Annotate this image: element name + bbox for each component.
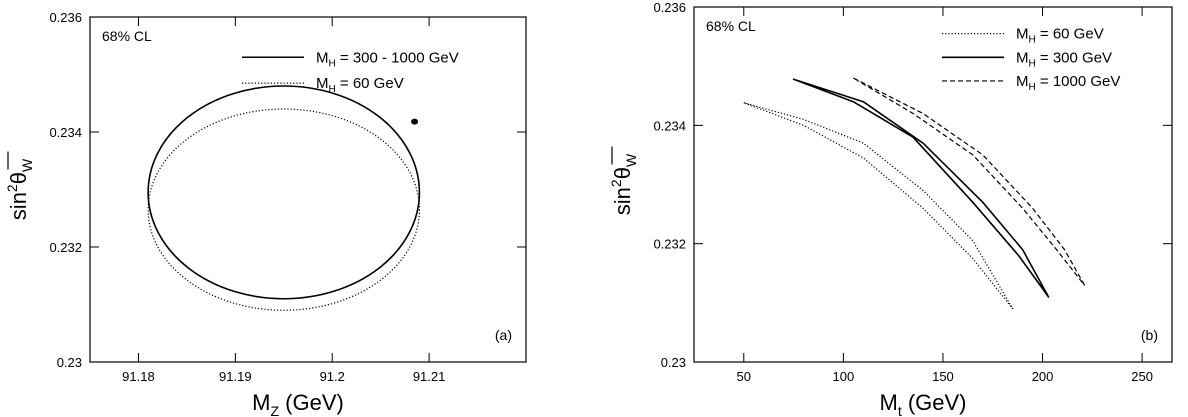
y-label-pre: sin bbox=[610, 187, 635, 215]
contour-series-0 bbox=[743, 102, 1014, 310]
y-label-pre: sin bbox=[6, 192, 31, 220]
legend-label-sub: H bbox=[329, 84, 336, 95]
data-point bbox=[411, 118, 419, 125]
x-tick-label: 50 bbox=[737, 369, 751, 384]
legend-label-sub: H bbox=[1029, 58, 1036, 69]
contour-series-2 bbox=[852, 77, 1085, 286]
x-tick-label: 150 bbox=[932, 369, 954, 384]
x-tick-label: 100 bbox=[833, 369, 855, 384]
x-label-main: M bbox=[252, 390, 270, 415]
y-label-sub: W bbox=[623, 153, 639, 167]
y-label-theta: θ bbox=[610, 167, 635, 179]
legend-label-0: MH = 300 - 1000 GeV bbox=[316, 49, 459, 69]
legend-label-rest: = 300 - 1000 GeV bbox=[336, 49, 459, 66]
plot-frame bbox=[89, 16, 527, 363]
legend-label-1: MH = 300 GeV bbox=[1016, 49, 1112, 69]
y-tick-label: 0.234 bbox=[49, 125, 82, 140]
x-axis-label: MZ (GeV) bbox=[252, 390, 344, 417]
y-tick-label: 0.234 bbox=[653, 118, 686, 133]
x-label-sub: t bbox=[898, 403, 902, 417]
chart-panel-b: 50 100 150 200 250 0.23 0.232 0.234 0.236 Mt (GeV… bbox=[608, 0, 1173, 417]
confidence-level-label: 68% CL bbox=[102, 28, 152, 44]
y-tick-label: 0.23 bbox=[57, 355, 82, 370]
x-label-sub: Z bbox=[270, 403, 279, 417]
y-axis-label: sin2θW bbox=[4, 158, 35, 220]
legend-label-sub: H bbox=[1029, 82, 1036, 93]
x-tick-label: 200 bbox=[1032, 369, 1054, 384]
legend-label-main: M bbox=[1016, 73, 1029, 90]
x-tick-label: 250 bbox=[1131, 369, 1153, 384]
panel-label: (b) bbox=[1141, 327, 1158, 343]
legend-label-main: M bbox=[316, 49, 329, 66]
y-tick-label: 0.232 bbox=[49, 240, 82, 255]
x-label-unit: (GeV) bbox=[902, 390, 967, 415]
legend-label-main: M bbox=[1016, 26, 1029, 43]
x-label-unit: (GeV) bbox=[279, 390, 344, 415]
x-axis-label: Mt (GeV) bbox=[879, 390, 966, 417]
y-label-theta: θ bbox=[6, 172, 31, 184]
legend-label-1: MH = 60 GeV bbox=[316, 75, 404, 95]
y-tick-label: 0.236 bbox=[49, 10, 82, 25]
legend-label-rest: = 300 GeV bbox=[1036, 49, 1112, 66]
x-tick-label: 91.21 bbox=[413, 369, 446, 384]
y-tick-label: 0.23 bbox=[661, 355, 686, 370]
legend-label-sub: H bbox=[1029, 35, 1036, 46]
plot-frame bbox=[693, 6, 1173, 363]
x-tick-label: 91.18 bbox=[122, 369, 155, 384]
x-label-main: M bbox=[879, 390, 897, 415]
panel-label: (a) bbox=[495, 327, 512, 343]
y-tick-label: 0.236 bbox=[653, 0, 686, 15]
contour-series-0 bbox=[147, 85, 421, 300]
legend-label-0: MH = 60 GeV bbox=[1016, 26, 1104, 46]
legend-label-main: M bbox=[1016, 49, 1029, 66]
y-label-sup: 2 bbox=[608, 179, 624, 187]
legend-label-rest: = 60 GeV bbox=[1036, 26, 1104, 43]
contour-series-1 bbox=[147, 108, 421, 311]
y-label-sub: W bbox=[19, 158, 35, 172]
legend-label-sub: H bbox=[329, 58, 336, 69]
legend-label-main: M bbox=[316, 75, 329, 92]
legend-label-2: MH = 1000 GeV bbox=[1016, 73, 1120, 93]
contour-series-1 bbox=[792, 78, 1050, 298]
y-axis-label: sin2θW bbox=[608, 153, 639, 215]
x-tick-label: 91.2 bbox=[320, 369, 345, 384]
chart-panel-a: 91.18 91.19 91.2 91.210.230.2320.2340.236MZ… bbox=[4, 10, 527, 417]
x-tick-label: 91.19 bbox=[219, 369, 252, 384]
confidence-level-label: 68% CL bbox=[706, 18, 756, 34]
legend-label-rest: = 1000 GeV bbox=[1036, 73, 1121, 90]
y-tick-label: 0.232 bbox=[653, 237, 686, 252]
y-label-sup: 2 bbox=[4, 184, 20, 192]
legend-label-rest: = 60 GeV bbox=[336, 75, 404, 92]
